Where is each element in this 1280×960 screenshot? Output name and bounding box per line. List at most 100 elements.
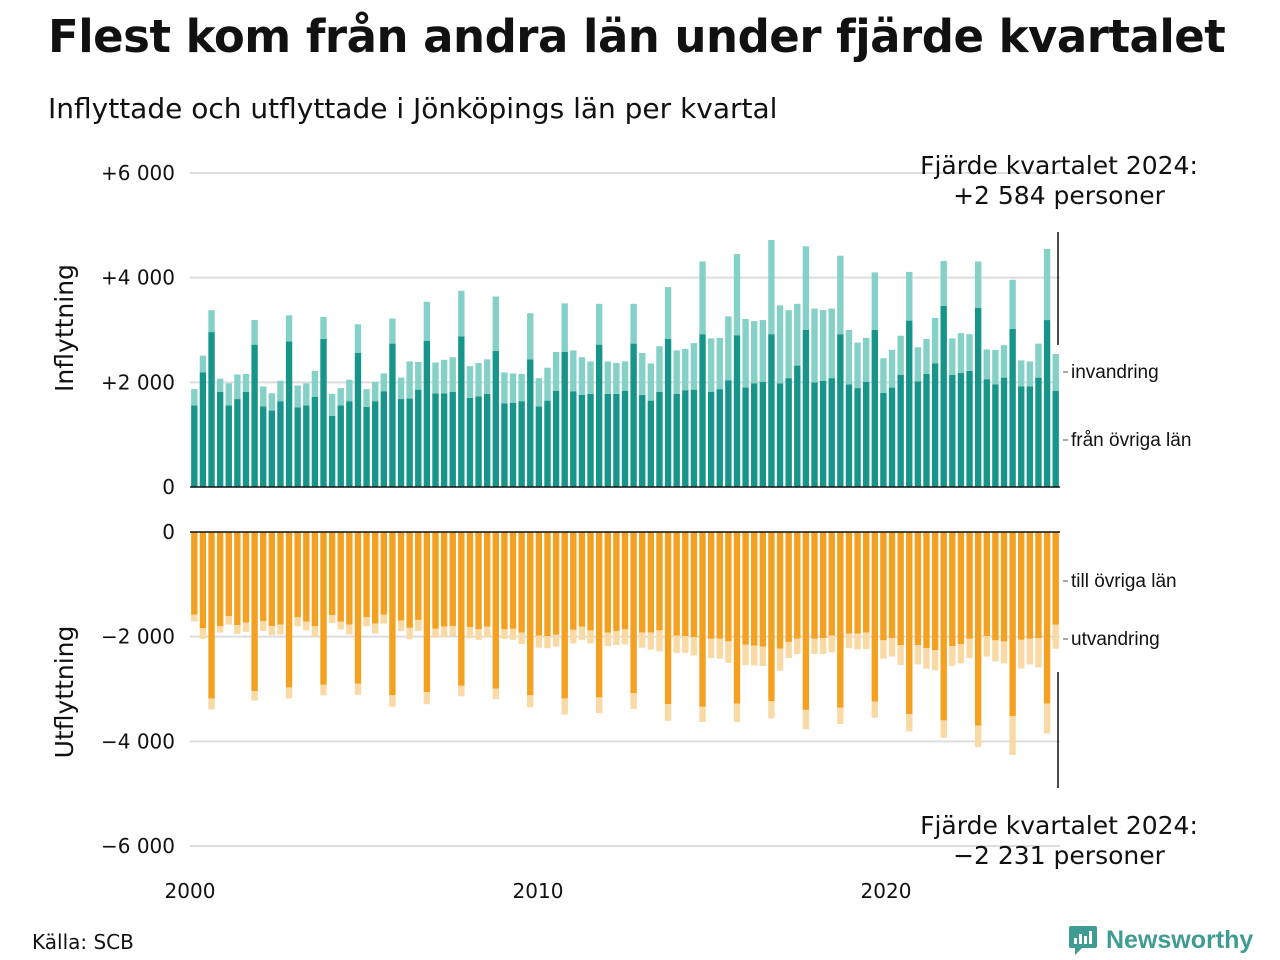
bar-inflow-regions <box>906 320 913 487</box>
bar-inflow-immigration <box>794 303 801 366</box>
bar-inflow-regions <box>397 399 405 487</box>
bar-inflow-regions <box>277 401 284 487</box>
bar-inflow-immigration <box>639 353 646 395</box>
bar-outflow-emigration <box>285 687 293 699</box>
bar-outflow-regions <box>1000 532 1008 642</box>
bar-inflow-immigration <box>492 296 499 351</box>
legend-label: till övriga län <box>1071 571 1177 592</box>
bar-outflow-emigration <box>251 691 258 701</box>
bar-inflow-immigration <box>1000 345 1008 378</box>
chart-title: Flest kom från andra län under fjärde kv… <box>48 10 1226 63</box>
bar-inflow-regions <box>888 387 896 487</box>
bar-outflow-regions <box>1035 532 1042 639</box>
bar-inflow-immigration <box>716 337 723 390</box>
bar-inflow-regions <box>811 382 818 487</box>
bar-outflow-emigration <box>751 645 758 666</box>
bar-inflow-regions <box>1035 377 1042 487</box>
bar-inflow-immigration <box>527 313 534 360</box>
bar-outflow-emigration <box>931 650 939 671</box>
bar-outflow-emigration <box>544 636 551 649</box>
bar-outflow-emigration <box>630 693 637 709</box>
bar-outflow-emigration <box>992 640 999 662</box>
bar-inflow-immigration <box>940 260 947 306</box>
bar-outflow-emigration <box>415 619 422 631</box>
bar-outflow-regions <box>940 532 947 721</box>
bar-inflow-immigration <box>570 350 577 392</box>
bar-outflow-regions <box>613 532 620 631</box>
bar-inflow-immigration <box>630 303 637 344</box>
bar-outflow-emigration <box>1000 641 1008 664</box>
bar-outflow-emigration <box>449 626 456 637</box>
bar-inflow-immigration <box>285 315 293 342</box>
bar-outflow-emigration <box>466 627 474 639</box>
bar-outflow-regions <box>423 532 431 693</box>
bar-inflow-regions <box>647 400 655 487</box>
bar-outflow-regions <box>595 532 603 698</box>
bar-inflow-immigration <box>242 373 250 392</box>
bar-outflow-regions <box>294 532 301 618</box>
bar-outflow-regions <box>225 532 232 617</box>
bar-outflow-regions <box>216 532 224 627</box>
bar-inflow-regions <box>544 400 551 487</box>
bar-outflow-regions <box>242 532 250 623</box>
bar-inflow-regions <box>475 396 482 487</box>
bar-inflow-immigration <box>863 337 870 382</box>
bar-inflow-immigration <box>854 342 861 389</box>
bar-inflow-immigration <box>923 338 930 374</box>
bar-inflow-immigration <box>871 272 878 330</box>
bar-outflow-emigration <box>397 620 405 631</box>
bar-outflow-emigration <box>802 709 810 730</box>
bar-outflow-emigration <box>578 626 586 640</box>
bar-outflow-regions <box>527 532 534 696</box>
bar-outflow-emigration <box>759 646 767 666</box>
bar-outflow-regions <box>630 532 637 694</box>
bar-outflow-emigration <box>242 622 250 632</box>
newsworthy-logo: Newsworthy <box>1068 924 1253 956</box>
bar-outflow-regions <box>578 532 586 627</box>
bar-outflow-regions <box>992 532 999 641</box>
bar-inflow-regions <box>940 305 947 487</box>
bar-outflow-emigration <box>949 646 956 666</box>
bar-inflow-regions <box>380 391 387 487</box>
y-tick-label: 0 <box>162 475 175 499</box>
bar-inflow-regions <box>992 384 999 487</box>
bar-outflow-emigration <box>216 626 224 633</box>
bar-inflow-immigration <box>897 335 904 376</box>
bar-inflow-immigration <box>880 358 887 393</box>
bar-outflow-regions <box>966 532 973 639</box>
bar-outflow-emigration <box>372 623 379 634</box>
bar-inflow-regions <box>966 370 973 487</box>
brand-name: Newsworthy <box>1106 925 1254 954</box>
bar-inflow-immigration <box>216 378 224 392</box>
bar-inflow-immigration <box>561 303 568 352</box>
bar-inflow-regions <box>527 359 534 487</box>
bar-outflow-regions <box>742 532 749 645</box>
bar-outflow-regions <box>621 532 629 630</box>
bar-outflow-regions <box>199 532 207 629</box>
bar-inflow-immigration <box>303 383 310 406</box>
bar-inflow-regions <box>595 344 603 487</box>
bar-outflow-emigration <box>690 637 698 656</box>
bar-outflow-regions <box>363 532 370 618</box>
bar-inflow-immigration <box>733 254 741 336</box>
bar-outflow-regions <box>759 532 767 647</box>
bar-inflow-immigration <box>966 334 973 371</box>
bar-outflow-regions <box>320 532 327 685</box>
bar-inflow-regions <box>785 378 792 487</box>
bar-outflow-regions <box>854 532 861 634</box>
source-note: Källa: SCB <box>32 930 134 954</box>
bar-outflow-regions <box>440 532 448 627</box>
bar-outflow-regions <box>768 532 775 702</box>
bar-inflow-regions <box>389 343 396 487</box>
bar-inflow-regions <box>251 344 258 487</box>
bar-outflow-emigration <box>1018 639 1025 669</box>
bar-inflow-regions <box>225 405 232 487</box>
y-tick-label: +2 000 <box>101 370 175 394</box>
bar-inflow-immigration <box>751 321 758 384</box>
bar-outflow-emigration <box>208 698 215 710</box>
bar-outflow-emigration <box>1052 624 1059 649</box>
bar-outflow-regions <box>346 532 353 625</box>
bar-outflow-emigration <box>837 707 844 725</box>
bar-outflow-regions <box>380 532 387 615</box>
bar-inflow-regions <box>707 391 715 487</box>
